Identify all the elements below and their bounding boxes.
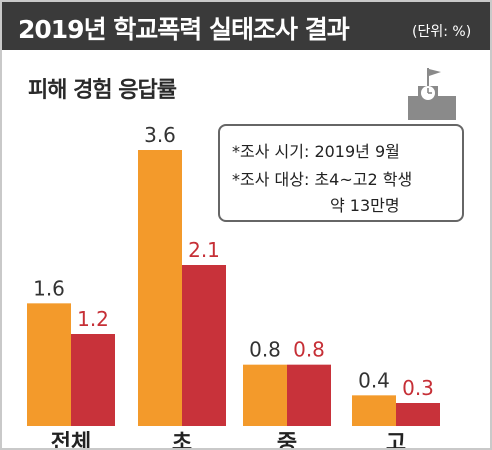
- bar-중-series-2: [287, 364, 331, 426]
- data-label-초-series-1: 3.6: [144, 123, 176, 147]
- bar-중-series-1: [243, 364, 287, 426]
- data-label-전체-series-1: 1.6: [33, 276, 65, 300]
- data-label-중-series-1: 0.8: [249, 338, 281, 362]
- survey-period: *조사 시기: 2019년 9월: [232, 142, 400, 161]
- data-label-전체-series-2: 1.2: [77, 307, 109, 331]
- category-label-전체: 전체: [51, 431, 91, 448]
- survey-info-box: *조사 시기: 2019년 9월 *조사 대상: 초4~고2 학생 약 13만명: [218, 124, 464, 222]
- unit-label: (단위: %): [412, 24, 472, 40]
- category-label-중: 중: [277, 431, 297, 448]
- bar-초-series-1: [138, 150, 182, 426]
- data-label-중-series-2: 0.8: [293, 338, 325, 362]
- school-building-icon: [408, 68, 456, 120]
- data-label-고-series-2: 0.3: [402, 376, 434, 400]
- bar-고-series-2: [396, 403, 440, 426]
- bar-초-series-2: [182, 265, 226, 426]
- category-label-고: 고: [386, 431, 406, 448]
- data-label-고-series-1: 0.4: [358, 368, 390, 392]
- bar-전체-series-1: [27, 303, 71, 426]
- chart-subtitle: 피해 경험 응답률: [28, 78, 177, 103]
- survey-target: *조사 대상: 초4~고2 학생: [232, 170, 413, 189]
- category-label-초: 초: [172, 431, 192, 448]
- survey-sample-size: 약 13만명: [330, 196, 400, 215]
- bar-고-series-1: [352, 395, 396, 426]
- title-bar: 2019년 학교폭력 실태조사 결과 (단위: %): [2, 2, 490, 50]
- bar-전체-series-2: [71, 334, 115, 426]
- data-label-초-series-2: 2.1: [188, 238, 220, 262]
- page-title: 2019년 학교폭력 실태조사 결과: [18, 15, 350, 44]
